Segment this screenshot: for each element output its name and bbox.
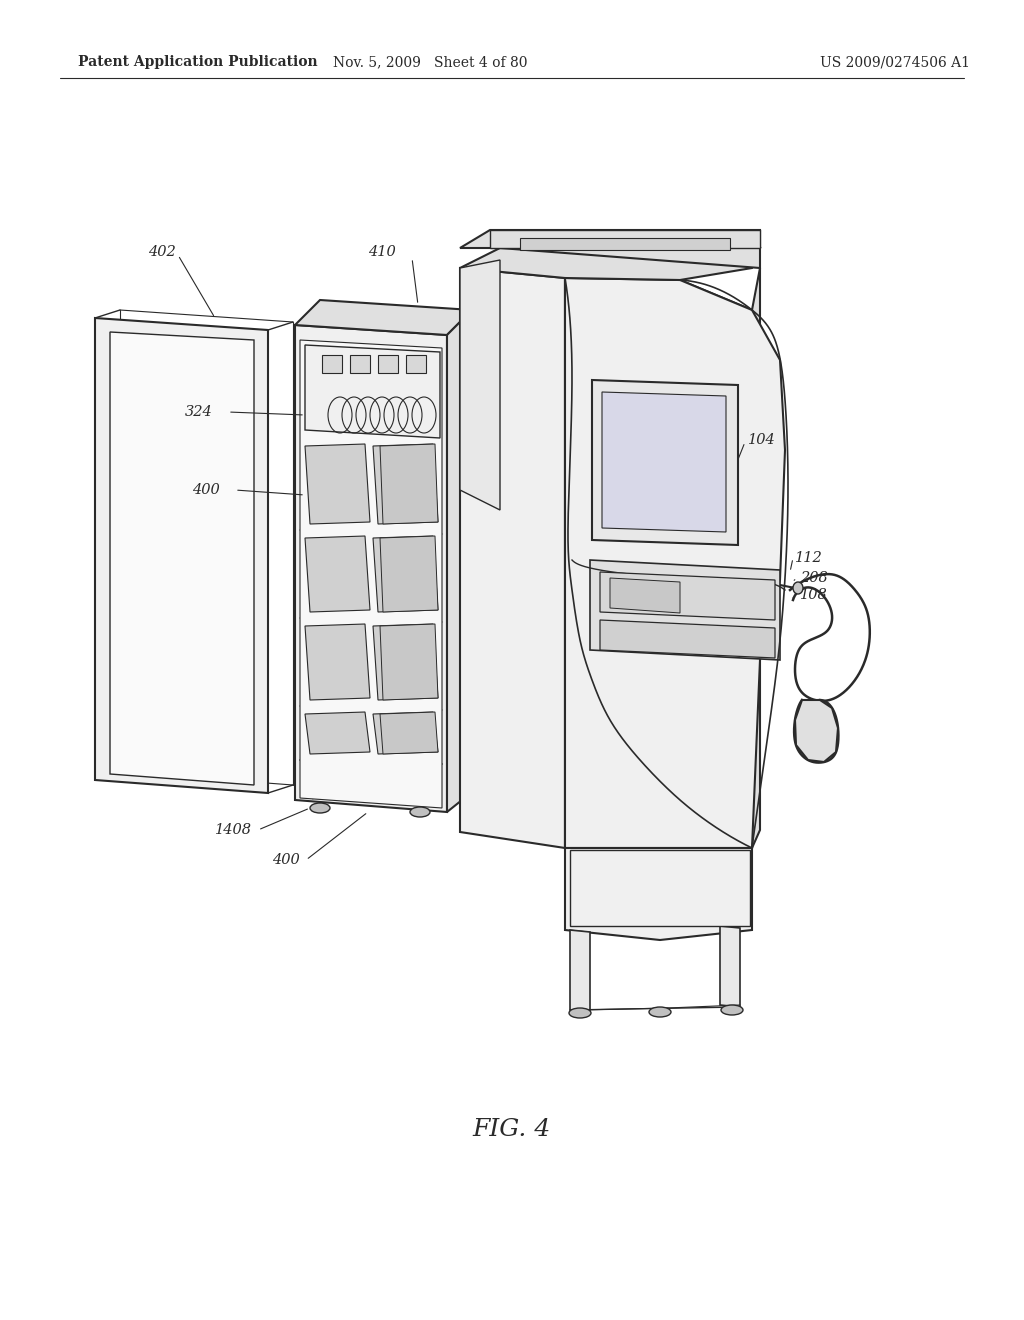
Polygon shape xyxy=(600,572,775,620)
Polygon shape xyxy=(570,850,750,927)
Polygon shape xyxy=(460,230,760,268)
Polygon shape xyxy=(460,268,565,847)
Polygon shape xyxy=(380,536,438,612)
Polygon shape xyxy=(610,578,680,612)
Polygon shape xyxy=(447,310,472,812)
Text: Nov. 5, 2009   Sheet 4 of 80: Nov. 5, 2009 Sheet 4 of 80 xyxy=(333,55,527,69)
Polygon shape xyxy=(322,355,342,374)
Ellipse shape xyxy=(793,582,803,594)
Text: 410: 410 xyxy=(368,246,395,259)
Ellipse shape xyxy=(310,803,330,813)
Ellipse shape xyxy=(569,1008,591,1018)
Polygon shape xyxy=(300,341,442,808)
Polygon shape xyxy=(570,931,590,1012)
Polygon shape xyxy=(380,444,438,524)
Polygon shape xyxy=(305,624,370,700)
Text: 324: 324 xyxy=(185,405,213,418)
Text: US 2009/0274506 A1: US 2009/0274506 A1 xyxy=(820,55,970,69)
Polygon shape xyxy=(373,624,438,700)
Polygon shape xyxy=(350,355,370,374)
Polygon shape xyxy=(720,927,740,1007)
Polygon shape xyxy=(305,536,370,612)
Text: 402: 402 xyxy=(148,246,176,259)
Polygon shape xyxy=(795,700,838,762)
Polygon shape xyxy=(565,847,752,940)
Polygon shape xyxy=(95,318,268,793)
Polygon shape xyxy=(752,268,760,847)
Polygon shape xyxy=(295,300,472,335)
Polygon shape xyxy=(602,392,726,532)
Text: 1408: 1408 xyxy=(215,822,252,837)
Polygon shape xyxy=(380,711,438,754)
Polygon shape xyxy=(592,380,738,545)
Text: 112: 112 xyxy=(795,550,822,565)
Polygon shape xyxy=(305,444,370,524)
Ellipse shape xyxy=(649,1007,671,1016)
Polygon shape xyxy=(565,279,785,847)
Polygon shape xyxy=(373,536,438,612)
Text: Patent Application Publication: Patent Application Publication xyxy=(78,55,317,69)
Polygon shape xyxy=(305,345,440,438)
Polygon shape xyxy=(305,711,370,754)
Polygon shape xyxy=(373,444,438,524)
Text: 400: 400 xyxy=(193,483,220,498)
Polygon shape xyxy=(600,620,775,657)
Text: 108: 108 xyxy=(800,587,827,602)
Polygon shape xyxy=(520,238,730,249)
Polygon shape xyxy=(460,248,760,280)
Polygon shape xyxy=(590,560,780,660)
Ellipse shape xyxy=(410,807,430,817)
Polygon shape xyxy=(110,333,254,785)
Text: 104: 104 xyxy=(748,433,776,447)
Text: FIG. 4: FIG. 4 xyxy=(473,1118,551,1142)
Polygon shape xyxy=(490,230,760,248)
Polygon shape xyxy=(406,355,426,374)
Polygon shape xyxy=(378,355,398,374)
Polygon shape xyxy=(373,711,438,754)
Polygon shape xyxy=(295,325,447,812)
Polygon shape xyxy=(460,260,500,510)
Text: 400: 400 xyxy=(272,853,300,867)
Polygon shape xyxy=(380,624,438,700)
Polygon shape xyxy=(565,279,752,847)
Ellipse shape xyxy=(721,1005,743,1015)
Text: 208: 208 xyxy=(800,572,827,585)
